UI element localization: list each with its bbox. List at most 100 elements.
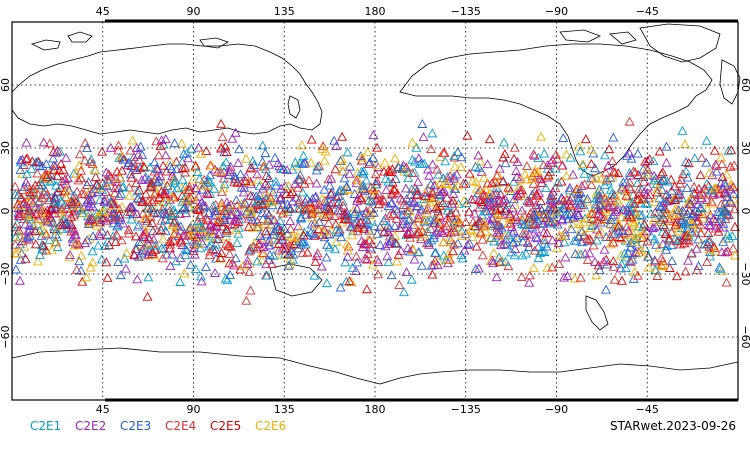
observation-marker [80, 238, 91, 247]
observation-marker [605, 239, 616, 249]
observation-marker [728, 189, 739, 198]
observation-marker [217, 132, 228, 142]
observation-marker [683, 255, 694, 265]
observation-marker [417, 119, 428, 128]
observation-marker [86, 214, 97, 224]
observation-marker [87, 246, 98, 256]
observation-marker [221, 225, 232, 235]
observation-marker [76, 173, 86, 183]
observation-marker [290, 178, 301, 188]
observation-marker [403, 173, 414, 183]
observation-marker [81, 272, 92, 282]
observation-marker [627, 250, 638, 259]
observation-marker [309, 270, 320, 280]
observation-marker [582, 196, 593, 206]
observation-marker [616, 212, 627, 222]
observation-marker [530, 232, 541, 242]
observation-marker [135, 141, 146, 151]
observation-marker [229, 177, 240, 187]
observation-marker [154, 175, 165, 185]
observation-marker [308, 228, 319, 238]
observation-marker [159, 243, 170, 253]
observation-marker [325, 225, 336, 235]
observation-marker [262, 229, 272, 239]
observation-marker [341, 181, 352, 191]
observation-marker [422, 183, 433, 193]
arctic-island [30, 39, 61, 51]
observation-marker [295, 199, 306, 209]
observation-marker [534, 173, 545, 183]
observation-marker [146, 177, 157, 187]
observation-marker [321, 252, 332, 262]
observation-marker [585, 223, 596, 233]
observation-marker [426, 260, 437, 270]
observation-marker [310, 256, 321, 266]
observation-marker [628, 273, 639, 283]
observation-marker [577, 226, 588, 236]
observation-marker [640, 156, 651, 166]
observation-marker [85, 262, 96, 272]
observation-marker [492, 227, 503, 237]
observation-marker [389, 184, 400, 194]
observation-marker [139, 162, 150, 172]
observation-marker [79, 155, 90, 165]
observation-marker [423, 164, 433, 174]
observation-marker [50, 237, 61, 247]
observation-marker [165, 239, 176, 249]
observation-marker [331, 141, 342, 150]
observation-marker [398, 215, 409, 225]
observation-marker [725, 161, 736, 171]
observation-marker [321, 278, 332, 288]
observation-marker [195, 211, 206, 221]
observation-marker [716, 265, 727, 275]
observation-marker [129, 162, 140, 172]
observation-marker [255, 231, 266, 240]
observation-marker [177, 163, 188, 173]
observation-marker [449, 226, 460, 236]
observation-marker [435, 195, 446, 205]
observation-marker [100, 241, 111, 251]
observation-marker [160, 150, 171, 160]
observation-marker [363, 216, 374, 226]
observation-marker [592, 215, 603, 225]
observation-marker [225, 164, 236, 174]
observation-marker [607, 156, 618, 165]
observation-marker [379, 226, 390, 236]
observation-marker [612, 201, 623, 211]
observation-marker [440, 178, 451, 188]
observation-marker [41, 159, 52, 169]
observation-marker [357, 242, 368, 252]
observation-marker [689, 153, 700, 163]
observation-marker [221, 224, 232, 234]
observation-marker [306, 157, 316, 167]
observation-marker [543, 170, 554, 180]
observation-marker [196, 276, 207, 286]
observation-marker [661, 208, 672, 218]
observation-marker [375, 222, 386, 232]
observation-marker [322, 239, 332, 249]
observation-marker [609, 274, 620, 284]
observation-marker [670, 195, 681, 205]
legend-entry: C2E5 [210, 419, 241, 433]
observation-marker [273, 158, 284, 168]
observation-marker [263, 255, 274, 265]
observation-marker [59, 185, 70, 195]
observation-marker [472, 187, 483, 197]
observation-marker [612, 205, 623, 214]
observation-marker [511, 212, 522, 221]
observation-marker [528, 149, 539, 159]
observation-marker [108, 231, 119, 241]
observation-marker [285, 189, 296, 199]
observation-marker [347, 230, 358, 240]
observation-marker [276, 249, 287, 259]
observation-marker [613, 226, 624, 236]
observation-marker [631, 239, 642, 249]
observation-marker [128, 152, 139, 162]
observation-marker [613, 168, 624, 178]
observation-marker [62, 222, 73, 232]
observation-marker [656, 176, 667, 186]
observation-marker [631, 194, 642, 204]
observation-marker [508, 237, 519, 247]
observation-marker [670, 234, 681, 244]
observation-marker [648, 156, 659, 166]
